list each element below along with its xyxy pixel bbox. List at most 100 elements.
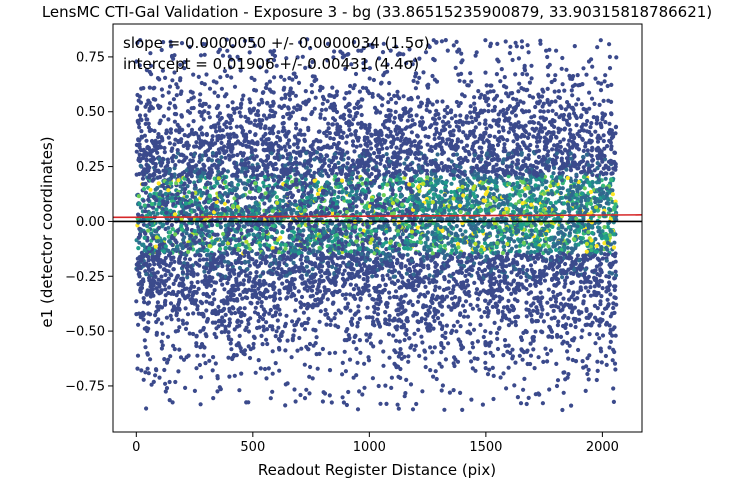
scatter-point [426, 263, 431, 268]
scatter-point [549, 255, 554, 260]
scatter-point [593, 341, 598, 346]
scatter-point [560, 82, 565, 87]
scatter-point [455, 359, 461, 364]
scatter-point [553, 99, 558, 104]
scatter-point [295, 319, 300, 325]
scatter-point [529, 63, 534, 68]
scatter-point [235, 318, 240, 323]
scatter-point [219, 155, 224, 160]
scatter-point [294, 122, 299, 127]
scatter-point [151, 86, 156, 91]
scatter-point [463, 229, 468, 234]
scatter-point [420, 389, 425, 394]
scatter-point [312, 170, 317, 175]
scatter-point [519, 337, 525, 343]
scatter-point [207, 104, 212, 109]
scatter-point [593, 129, 598, 134]
scatter-point [351, 340, 356, 345]
scatter-point [222, 144, 227, 149]
scatter-point [395, 278, 401, 283]
scatter-point [550, 108, 555, 113]
scatter-point [605, 285, 610, 290]
scatter-point [134, 59, 139, 64]
scatter-point [357, 389, 362, 394]
scatter-point [247, 50, 252, 55]
scatter-point [554, 361, 559, 366]
scatter-point [553, 207, 558, 212]
scatter-point [555, 378, 561, 383]
scatter-point [580, 137, 585, 142]
scatter-point [612, 325, 617, 330]
scatter-point [148, 357, 153, 362]
scatter-point [279, 267, 284, 272]
scatter-point [566, 316, 571, 321]
scatter-point [468, 71, 473, 76]
scatter-point [162, 237, 167, 242]
scatter-point [137, 125, 142, 130]
scatter-point [275, 318, 280, 323]
scatter-point [357, 338, 362, 343]
scatter-point [528, 341, 533, 346]
scatter-point [285, 141, 290, 146]
scatter-point [547, 387, 552, 392]
scatter-point [554, 134, 559, 140]
scatter-point [443, 335, 448, 340]
scatter-point [495, 331, 500, 336]
scatter-point [139, 129, 144, 134]
scatter-point [462, 309, 467, 314]
scatter-point [159, 87, 164, 92]
scatter-point [608, 292, 613, 297]
scatter-point [412, 331, 417, 336]
scatter-point [608, 327, 613, 332]
scatter-point [562, 284, 567, 289]
scatter-point [440, 119, 445, 124]
scatter-point [599, 349, 604, 354]
scatter-point [361, 67, 366, 72]
scatter-point [509, 291, 514, 296]
scatter-point [593, 200, 598, 205]
scatter-point [389, 97, 394, 102]
scatter-point [173, 137, 178, 142]
scatter-point [262, 201, 267, 206]
scatter-point [218, 75, 223, 80]
scatter-point [351, 143, 356, 148]
scatter-point [545, 54, 550, 60]
scatter-point [177, 325, 182, 330]
scatter-point [198, 375, 204, 380]
scatter-point [242, 38, 248, 44]
scatter-point [142, 338, 147, 343]
scatter-point [417, 252, 423, 257]
scatter-point [507, 51, 512, 56]
scatter-point [259, 304, 264, 309]
scatter-point [378, 110, 383, 115]
scatter-point [449, 189, 454, 195]
scatter-point [434, 126, 439, 131]
scatter-point [326, 315, 331, 321]
scatter-point [520, 45, 525, 50]
scatter-point [330, 301, 335, 306]
scatter-point [443, 357, 448, 362]
scatter-point [512, 383, 517, 388]
scatter-point [378, 161, 383, 166]
scatter-point [396, 406, 401, 411]
scatter-point [453, 65, 458, 70]
scatter-point [392, 274, 398, 279]
scatter-point [504, 91, 509, 96]
scatter-point [336, 160, 341, 165]
scatter-point [156, 181, 161, 186]
scatter-point [474, 287, 480, 292]
scatter-point [414, 113, 419, 118]
scatter-point [299, 346, 304, 351]
scatter-point [604, 362, 609, 367]
scatter-point [561, 137, 566, 142]
scatter-point [210, 320, 215, 325]
scatter-point [601, 133, 606, 138]
scatter-point [289, 355, 294, 360]
scatter-point [225, 199, 231, 204]
scatter-point [270, 324, 275, 329]
scatter-point [291, 230, 297, 235]
scatter-point [603, 176, 608, 181]
scatter-point [490, 365, 495, 370]
scatter-point [412, 58, 418, 63]
